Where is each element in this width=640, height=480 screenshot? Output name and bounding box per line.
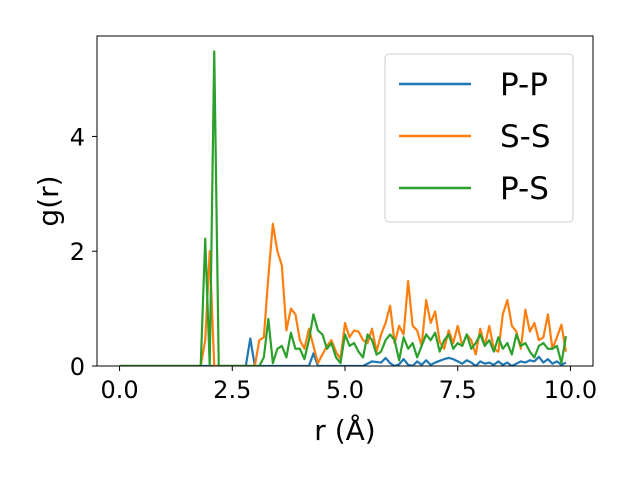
series-layer [119, 50, 568, 366]
x-tick-label: 0.0 [100, 376, 138, 404]
legend-label-s-s: S-S [500, 119, 551, 155]
y-axis-ticks: 0 2 4 [70, 123, 97, 381]
legend-label-p-s: P-S [500, 171, 549, 207]
y-axis-label: g(r) [32, 175, 65, 226]
x-tick-label: 5.0 [326, 376, 364, 404]
x-axis-label: r (Å) [314, 413, 375, 447]
y-tick-label: 4 [70, 123, 85, 151]
x-tick-label: 2.5 [213, 376, 251, 404]
series-line-s-s [119, 222, 568, 366]
legend-box [384, 53, 574, 223]
legend-label-p-p: P-P [500, 67, 548, 103]
series-line-p-p [119, 337, 567, 366]
y-tick-label: 2 [70, 238, 85, 266]
x-tick-label: 7.5 [439, 376, 477, 404]
x-tick-label: 10.0 [544, 376, 597, 404]
series-line-p-s [119, 50, 568, 366]
y-tick-label: 0 [70, 353, 85, 381]
legend: P-P S-S P-S [384, 53, 574, 223]
x-axis-ticks: 0.0 2.5 5.0 7.5 10.0 [100, 366, 597, 404]
